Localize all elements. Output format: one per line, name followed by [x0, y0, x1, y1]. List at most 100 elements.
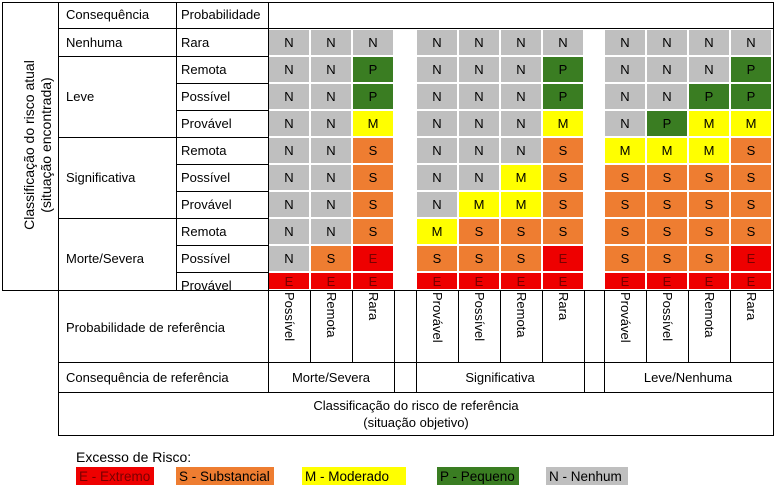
grid-line — [394, 290, 395, 362]
grid-line — [58, 218, 176, 219]
risk-cell: N — [688, 56, 730, 83]
probability-label: Rara — [181, 35, 210, 50]
risk-cell: E — [310, 272, 352, 290]
risk-cell: N — [500, 29, 542, 56]
risk-cell: S — [542, 191, 584, 218]
risk-cell: N — [458, 83, 500, 110]
risk-cell: M — [688, 137, 730, 164]
header-probability: Probabilidade — [181, 7, 261, 22]
risk-cell: M — [542, 110, 584, 137]
probability-label: Remota — [181, 143, 227, 158]
risk-cell: N — [268, 110, 310, 137]
footer-title: Classificação do risco de referência (sit… — [58, 393, 774, 435]
risk-cell: E — [352, 272, 394, 290]
grid-line — [688, 290, 689, 362]
risk-cell: S — [730, 191, 772, 218]
risk-cell: S — [352, 191, 394, 218]
risk-cell: N — [416, 191, 458, 218]
risk-cell: M — [352, 110, 394, 137]
legend-item: P - Pequeno — [437, 467, 519, 485]
risk-cell: P — [730, 56, 772, 83]
risk-cell: N — [542, 29, 584, 56]
grid-line — [500, 290, 501, 362]
risk-cell: S — [500, 245, 542, 272]
risk-cell: N — [416, 83, 458, 110]
risk-cell: S — [310, 245, 352, 272]
grid-line — [542, 290, 543, 362]
reference-probability-label: Remota — [514, 292, 529, 338]
risk-cell: N — [268, 83, 310, 110]
risk-cell: E — [542, 272, 584, 290]
risk-cell: N — [458, 29, 500, 56]
grid-line — [58, 392, 774, 393]
risk-cell: N — [500, 137, 542, 164]
risk-cell: N — [604, 56, 646, 83]
grid-line — [773, 2, 774, 435]
reference-probability-label: Remota — [702, 292, 717, 338]
probability-label: Provável — [181, 278, 232, 293]
risk-cell: N — [604, 83, 646, 110]
risk-cell: P — [730, 83, 772, 110]
vertical-title-line1: Classificação do risco atual — [21, 60, 37, 230]
reference-consequence-group: Leve/Nenhuma — [643, 369, 733, 385]
footer-line1: Classificação do risco de referência — [313, 398, 519, 413]
legend-title: Excesso de Risco: — [76, 449, 192, 465]
risk-cell: N — [730, 29, 772, 56]
grid-line — [176, 164, 268, 165]
risk-cell: E — [542, 245, 584, 272]
grid-line — [730, 290, 731, 362]
grid-line — [58, 28, 774, 29]
risk-cell: E — [268, 272, 310, 290]
grid-line — [604, 362, 605, 392]
risk-cell: S — [542, 137, 584, 164]
reference-probability-label: Remota — [324, 292, 339, 338]
risk-cell: P — [352, 56, 394, 83]
risk-cell: S — [730, 218, 772, 245]
probability-label: Remota — [181, 62, 227, 77]
legend-item: N - Nenhum — [546, 467, 628, 485]
risk-cell: S — [646, 245, 688, 272]
risk-cell: S — [458, 245, 500, 272]
risk-cell: N — [416, 137, 458, 164]
risk-cell: P — [646, 110, 688, 137]
risk-cell: S — [730, 137, 772, 164]
risk-cell: E — [730, 245, 772, 272]
risk-cell: N — [310, 110, 352, 137]
header-consequence: Consequência — [66, 7, 150, 22]
grid-line — [352, 290, 353, 362]
risk-cell: N — [458, 164, 500, 191]
reference-probability-label: Rara — [556, 292, 571, 321]
risk-cell: M — [500, 164, 542, 191]
risk-cell: N — [268, 218, 310, 245]
risk-cell: N — [500, 56, 542, 83]
risk-cell: S — [500, 218, 542, 245]
risk-cell: N — [500, 83, 542, 110]
reference-probability-label: Rara — [744, 292, 759, 321]
risk-cell: E — [352, 245, 394, 272]
risk-cell: E — [604, 272, 646, 290]
risk-cell: N — [416, 164, 458, 191]
grid-line — [176, 83, 268, 84]
consequence-label: Significativa — [66, 170, 136, 185]
risk-cell: M — [730, 110, 772, 137]
risk-cell: N — [604, 29, 646, 56]
legend-item: E - Extremo — [76, 467, 154, 485]
grid-line — [176, 137, 268, 138]
risk-cell: E — [416, 272, 458, 290]
risk-cell: E — [688, 272, 730, 290]
reference-probability-label: Provável — [618, 292, 633, 343]
risk-cell: N — [268, 245, 310, 272]
probability-label: Possível — [181, 170, 231, 185]
risk-cell: S — [604, 164, 646, 191]
grid-line — [584, 290, 585, 362]
vertical-title-line2: (situação encontrada) — [38, 77, 54, 213]
risk-cell: S — [416, 245, 458, 272]
risk-cell: N — [268, 164, 310, 191]
reference-probability-label: Possível — [660, 292, 675, 342]
risk-cell: N — [310, 191, 352, 218]
risk-cell: S — [688, 218, 730, 245]
grid-line — [2, 290, 773, 291]
risk-cell: S — [352, 137, 394, 164]
grid-line — [176, 218, 268, 219]
risk-cell: E — [730, 272, 772, 290]
